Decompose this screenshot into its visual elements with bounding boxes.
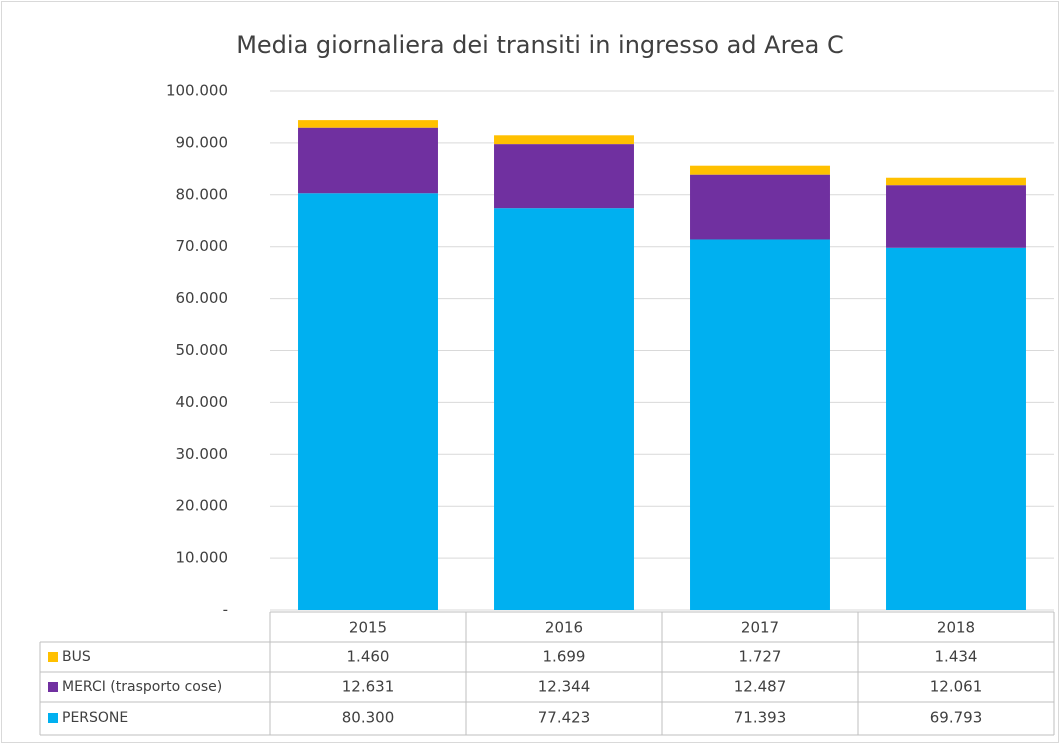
legend-label: MERCI (trasporto cose) bbox=[62, 679, 222, 695]
table-value: 1.727 bbox=[739, 648, 782, 666]
y-tick-label: 10.000 bbox=[176, 549, 229, 567]
chart-title: Media giornaliera dei transiti in ingres… bbox=[236, 31, 844, 59]
bar-segment bbox=[298, 120, 438, 128]
bar-segment bbox=[886, 185, 1026, 248]
y-tick-label: 40.000 bbox=[176, 393, 229, 411]
x-tick-label: 2017 bbox=[741, 619, 779, 637]
y-tick-label: 80.000 bbox=[176, 185, 229, 203]
y-tick-label: 30.000 bbox=[176, 445, 229, 463]
legend-swatch bbox=[48, 652, 58, 662]
table-value: 77.423 bbox=[538, 709, 591, 727]
bar-segment bbox=[886, 247, 1026, 610]
bar-segment bbox=[690, 165, 830, 175]
y-tick-label: 70.000 bbox=[176, 237, 229, 255]
bar-segment bbox=[298, 193, 438, 611]
table-value: 12.061 bbox=[930, 678, 983, 696]
y-tick-label: 90.000 bbox=[176, 133, 229, 151]
y-tick-label: 20.000 bbox=[176, 497, 229, 515]
table-value: 12.487 bbox=[734, 678, 787, 696]
bar-segment bbox=[886, 177, 1026, 186]
x-tick-label: 2015 bbox=[349, 619, 387, 637]
y-tick-label: 100.000 bbox=[166, 82, 228, 100]
bar-segment bbox=[298, 127, 438, 194]
bar-segment bbox=[690, 239, 830, 610]
y-tick-label: - bbox=[223, 601, 228, 619]
y-tick-label: 60.000 bbox=[176, 289, 229, 307]
table-value: 1.434 bbox=[935, 648, 978, 666]
bar-segment bbox=[494, 135, 634, 145]
table-value: 69.793 bbox=[930, 709, 983, 727]
legend-swatch bbox=[48, 682, 58, 692]
table-value: 12.631 bbox=[342, 678, 395, 696]
table-value: 80.300 bbox=[342, 709, 395, 727]
x-tick-label: 2016 bbox=[545, 619, 583, 637]
x-tick-label: 2018 bbox=[937, 619, 975, 637]
legend-swatch bbox=[48, 713, 58, 723]
table-value: 1.460 bbox=[347, 648, 390, 666]
bar-segment bbox=[494, 208, 634, 611]
bar-segment bbox=[690, 174, 830, 240]
y-tick-label: 50.000 bbox=[176, 341, 229, 359]
bar-segment bbox=[494, 144, 634, 209]
table-value: 12.344 bbox=[538, 678, 591, 696]
table-value: 1.699 bbox=[543, 648, 586, 666]
legend-label: PERSONE bbox=[62, 710, 128, 726]
legend-label: BUS bbox=[62, 649, 91, 665]
table-value: 71.393 bbox=[734, 709, 787, 727]
